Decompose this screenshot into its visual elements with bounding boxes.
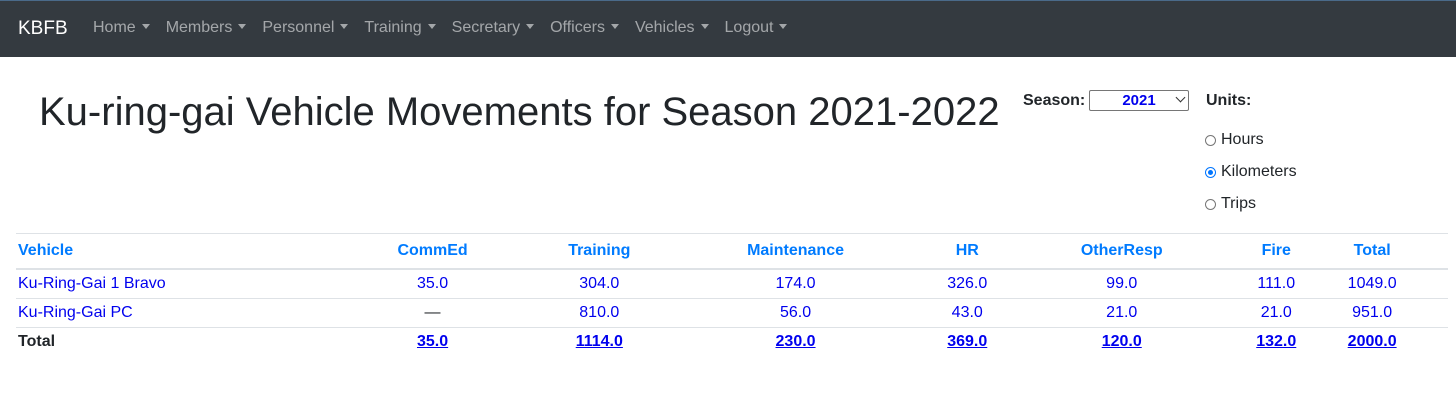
nav-item-label: Personnel bbox=[262, 19, 335, 36]
caret-down-icon bbox=[779, 24, 788, 29]
units-option-hours[interactable]: Hours bbox=[1205, 131, 1264, 149]
caret-down-icon bbox=[238, 24, 247, 29]
column-header-vehicle[interactable]: Vehicle bbox=[16, 233, 311, 270]
cell-total[interactable]: 1049.0 bbox=[1296, 268, 1448, 299]
total-hr-link[interactable]: 369.0 bbox=[947, 333, 988, 350]
caret-down-icon bbox=[427, 24, 436, 29]
column-header-maintenance[interactable]: Maintenance bbox=[643, 233, 948, 270]
season-select[interactable]: 2021 bbox=[1089, 90, 1189, 111]
cell-fire[interactable]: 21.0 bbox=[1256, 298, 1297, 328]
caret-down-icon bbox=[610, 24, 619, 29]
units-option-kilometers[interactable]: Kilometers bbox=[1205, 163, 1297, 181]
cell-commed: — bbox=[310, 298, 555, 328]
cell-otherresp[interactable]: 99.0 bbox=[987, 268, 1257, 299]
total-otherresp-link[interactable]: 120.0 bbox=[1101, 333, 1142, 350]
units-label: Units: bbox=[1206, 92, 1252, 109]
season-label: Season: bbox=[1023, 92, 1086, 109]
caret-down-icon bbox=[340, 24, 349, 29]
trips-radio[interactable] bbox=[1205, 198, 1216, 210]
total-maintenance-link[interactable]: 230.0 bbox=[775, 333, 816, 350]
nav-item-label: Training bbox=[364, 19, 422, 36]
units-option-trips[interactable]: Trips bbox=[1205, 195, 1256, 213]
page-title: Ku-ring-gai Vehicle Movements for Season… bbox=[39, 90, 1000, 134]
nav-item-officers[interactable]: Officers bbox=[550, 19, 619, 37]
totals-label: Total bbox=[16, 327, 311, 356]
cell-hr[interactable]: 326.0 bbox=[947, 268, 988, 299]
cell-maintenance[interactable]: 56.0 bbox=[643, 298, 948, 328]
nav-item-members[interactable]: Members bbox=[166, 19, 247, 37]
season-selected-value: 2021 bbox=[1122, 92, 1156, 109]
table-row: Ku-Ring-Gai 1 Bravo 35.0 304.0 174.0 326… bbox=[16, 268, 1448, 299]
chevron-down-icon bbox=[1175, 92, 1186, 103]
vehicle-name-link[interactable]: Ku-Ring-Gai PC bbox=[16, 298, 311, 328]
nav-item-personnel[interactable]: Personnel bbox=[262, 19, 349, 37]
nav-item-label: Vehicles bbox=[634, 19, 695, 36]
column-header-training[interactable]: Training bbox=[554, 233, 644, 270]
hours-radio[interactable] bbox=[1205, 134, 1216, 146]
table-row: Ku-Ring-Gai PC — 810.0 56.0 43.0 21.0 21… bbox=[16, 298, 1448, 328]
nav-item-label: Members bbox=[165, 19, 233, 36]
cell-hr[interactable]: 43.0 bbox=[947, 298, 988, 328]
cell-otherresp[interactable]: 21.0 bbox=[987, 298, 1257, 328]
kilometers-radio[interactable] bbox=[1205, 166, 1216, 178]
cell-maintenance[interactable]: 174.0 bbox=[643, 268, 948, 299]
navbar-brand[interactable]: KBFB bbox=[18, 18, 68, 39]
radio-label: Hours bbox=[1221, 131, 1264, 148]
column-header-hr[interactable]: HR bbox=[947, 233, 988, 270]
column-header-fire[interactable]: Fire bbox=[1256, 233, 1297, 270]
cell-total[interactable]: 951.0 bbox=[1296, 298, 1448, 328]
vehicle-movements-table: Vehicle CommEd Training Maintenance HR O… bbox=[16, 233, 1448, 356]
nav-item-vehicles[interactable]: Vehicles bbox=[635, 19, 709, 37]
caret-down-icon bbox=[526, 24, 535, 29]
radio-label: Kilometers bbox=[1221, 163, 1297, 180]
total-commed-link[interactable]: 35.0 bbox=[416, 333, 449, 350]
column-header-commed[interactable]: CommEd bbox=[310, 233, 555, 270]
nav-item-label: Officers bbox=[550, 19, 605, 36]
nav-item-label: Secretary bbox=[451, 19, 521, 36]
nav-item-logout[interactable]: Logout bbox=[725, 19, 788, 37]
nav-item-label: Logout bbox=[724, 19, 774, 36]
total-fire-link[interactable]: 132.0 bbox=[1256, 333, 1297, 350]
nav-menu: Home Members Personnel Training Secretar… bbox=[93, 19, 803, 37]
nav-item-secretary[interactable]: Secretary bbox=[451, 19, 535, 37]
top-navbar: KBFB Home Members Personnel Training Sec… bbox=[0, 0, 1456, 57]
nav-item-label: Home bbox=[93, 19, 136, 36]
table-header-row: Vehicle CommEd Training Maintenance HR O… bbox=[16, 233, 1448, 270]
caret-down-icon bbox=[700, 24, 709, 29]
totals-row: Total 35.0 1114.0 230.0 369.0 120.0 132.… bbox=[16, 327, 1448, 356]
column-header-otherresp[interactable]: OtherResp bbox=[987, 233, 1257, 270]
column-header-total[interactable]: Total bbox=[1296, 233, 1448, 270]
caret-down-icon bbox=[141, 24, 150, 29]
radio-label: Trips bbox=[1221, 195, 1256, 212]
vehicle-name-link[interactable]: Ku-Ring-Gai 1 Bravo bbox=[16, 268, 311, 299]
nav-item-home[interactable]: Home bbox=[93, 19, 150, 37]
nav-item-training[interactable]: Training bbox=[364, 19, 436, 37]
cell-training[interactable]: 810.0 bbox=[554, 298, 644, 328]
total-training-link[interactable]: 1114.0 bbox=[575, 333, 623, 350]
cell-fire[interactable]: 111.0 bbox=[1256, 268, 1297, 299]
cell-commed[interactable]: 35.0 bbox=[310, 268, 555, 299]
cell-training[interactable]: 304.0 bbox=[554, 268, 644, 299]
total-grand-link[interactable]: 2000.0 bbox=[1347, 333, 1397, 350]
